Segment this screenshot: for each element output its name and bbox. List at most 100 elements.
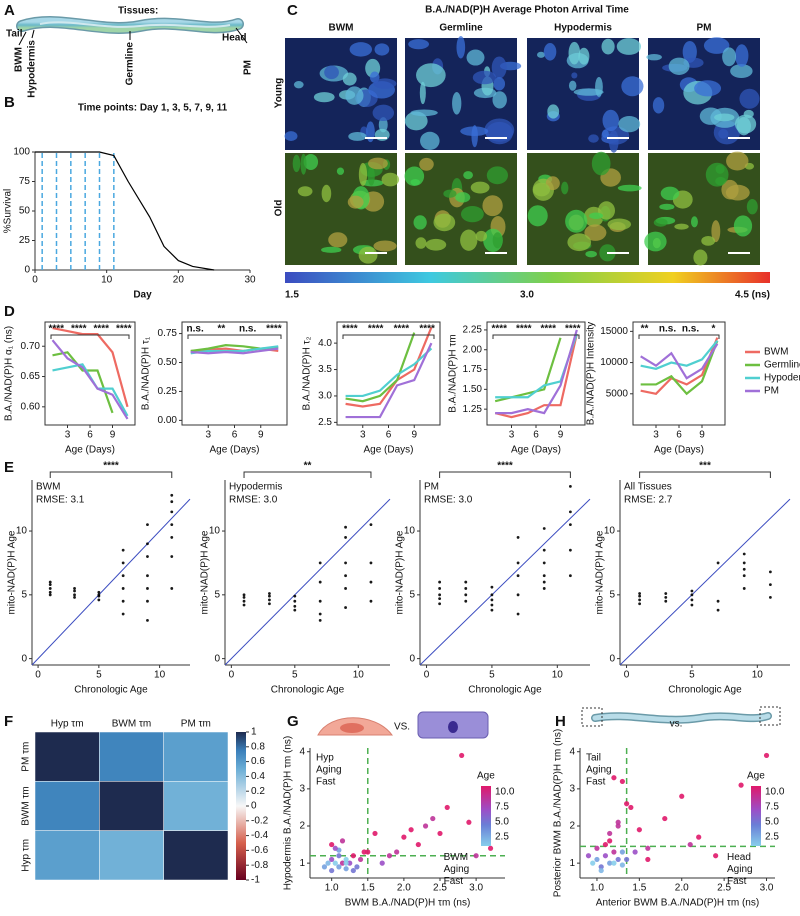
tissue-label: PM bbox=[243, 60, 254, 75]
data-point bbox=[242, 595, 246, 599]
data-point bbox=[464, 580, 468, 584]
data-point bbox=[430, 815, 436, 822]
line-series bbox=[345, 326, 433, 408]
significance-label: n.s. bbox=[682, 324, 699, 335]
data-point bbox=[339, 860, 346, 866]
colorbar bbox=[481, 786, 491, 846]
data-point bbox=[624, 856, 630, 863]
cell-blob bbox=[460, 206, 484, 223]
colorbar-label: 10.0 bbox=[765, 787, 785, 798]
x-tick-label: 9 bbox=[258, 430, 264, 441]
nucleus-icon bbox=[448, 721, 458, 733]
cell-blob bbox=[374, 43, 390, 56]
cell-blob bbox=[547, 104, 560, 119]
y-tick-label: 0 bbox=[24, 265, 30, 276]
data-point bbox=[516, 561, 520, 565]
heatmap-cell bbox=[34, 781, 100, 831]
annotation: Aging bbox=[727, 864, 753, 875]
data-point bbox=[73, 593, 76, 597]
data-point bbox=[594, 856, 600, 863]
significance-label: ** bbox=[304, 461, 312, 472]
y-axis-label: B.A./NAD(P)H α₁ (ns) bbox=[4, 326, 15, 421]
cell-blob bbox=[347, 195, 364, 209]
data-point bbox=[464, 599, 468, 603]
plot-frame bbox=[632, 321, 726, 426]
data-point bbox=[619, 849, 625, 855]
data-point bbox=[716, 561, 720, 565]
cell-blob bbox=[733, 215, 753, 237]
significance-bracket bbox=[50, 334, 130, 339]
panel-a-title: Tissues: bbox=[118, 6, 158, 17]
cell-blob bbox=[410, 178, 421, 186]
x-tick-label: 0 bbox=[624, 670, 630, 681]
panel-h-icons bbox=[581, 706, 781, 727]
annotation: Fast bbox=[444, 876, 464, 887]
cell-blob bbox=[743, 109, 754, 119]
cell-blob bbox=[466, 49, 485, 66]
plot-frame bbox=[181, 321, 288, 426]
y-tick-label: 1 bbox=[569, 858, 575, 869]
data-point bbox=[690, 593, 694, 597]
data-point bbox=[490, 593, 494, 597]
data-point bbox=[73, 587, 76, 590]
data-point bbox=[170, 555, 174, 558]
data-point bbox=[48, 580, 52, 584]
data-point bbox=[664, 592, 668, 595]
data-point bbox=[542, 548, 546, 552]
tissue-label: BWM bbox=[14, 47, 25, 72]
data-point bbox=[97, 590, 101, 594]
panel-letter: A bbox=[4, 2, 15, 19]
significance-label: n.s. bbox=[239, 324, 256, 335]
cell-blob bbox=[736, 117, 751, 136]
data-point bbox=[318, 612, 322, 616]
arrow bbox=[18, 31, 27, 46]
cell-blob bbox=[366, 121, 375, 143]
cell-blob bbox=[367, 166, 375, 186]
y-tick-label: 1.50 bbox=[463, 384, 483, 395]
data-point bbox=[713, 853, 719, 859]
data-point bbox=[611, 849, 617, 855]
significance-label: **** bbox=[266, 324, 282, 335]
cell-blob bbox=[349, 42, 373, 57]
cell-blob bbox=[373, 240, 397, 252]
x-tick-label: 6 bbox=[386, 430, 392, 441]
y-tick-label: 15000 bbox=[600, 326, 628, 337]
data-point bbox=[611, 775, 617, 781]
x-tick-label: 9 bbox=[411, 430, 417, 441]
data-point bbox=[350, 853, 356, 859]
data-point bbox=[598, 867, 604, 874]
cell-blob bbox=[652, 97, 665, 114]
cell-blob bbox=[419, 81, 426, 105]
annotation: Tail bbox=[586, 753, 601, 764]
colorbar-label: 0.2 bbox=[251, 786, 265, 797]
significance-label: **** bbox=[540, 324, 556, 335]
significance-bracket bbox=[439, 471, 571, 478]
colorbar-label: 0.6 bbox=[251, 756, 265, 767]
annotation: BWM bbox=[444, 852, 468, 863]
colorbar-label: -0.4 bbox=[251, 830, 269, 841]
y-axis-label: mito-NAD(P)H Age bbox=[595, 530, 606, 614]
data-point bbox=[742, 561, 746, 565]
x-axis-label: Age (Days) bbox=[209, 445, 259, 456]
data-point bbox=[568, 484, 572, 488]
x-tick-label: 0 bbox=[424, 670, 430, 681]
data-point bbox=[437, 830, 443, 837]
y-tick-label: 0.50 bbox=[158, 357, 178, 368]
colorbar-title: Age bbox=[747, 771, 765, 782]
data-point bbox=[464, 587, 468, 590]
data-point bbox=[48, 587, 52, 590]
data-point bbox=[636, 827, 642, 833]
cell-blob bbox=[730, 64, 753, 78]
y-tick-label: 0.65 bbox=[21, 371, 41, 382]
data-point bbox=[542, 580, 546, 584]
data-point bbox=[716, 608, 720, 612]
data-point bbox=[664, 599, 668, 603]
significance-bracket bbox=[638, 334, 720, 339]
cell-blob bbox=[602, 109, 619, 132]
colorbar-label: 1 bbox=[251, 727, 257, 738]
row-header: Old bbox=[274, 200, 285, 217]
annotation: Fast bbox=[727, 876, 747, 887]
micrographs bbox=[284, 36, 760, 266]
x-tick-label: 1.5 bbox=[632, 883, 646, 894]
cell-blob bbox=[463, 171, 473, 180]
